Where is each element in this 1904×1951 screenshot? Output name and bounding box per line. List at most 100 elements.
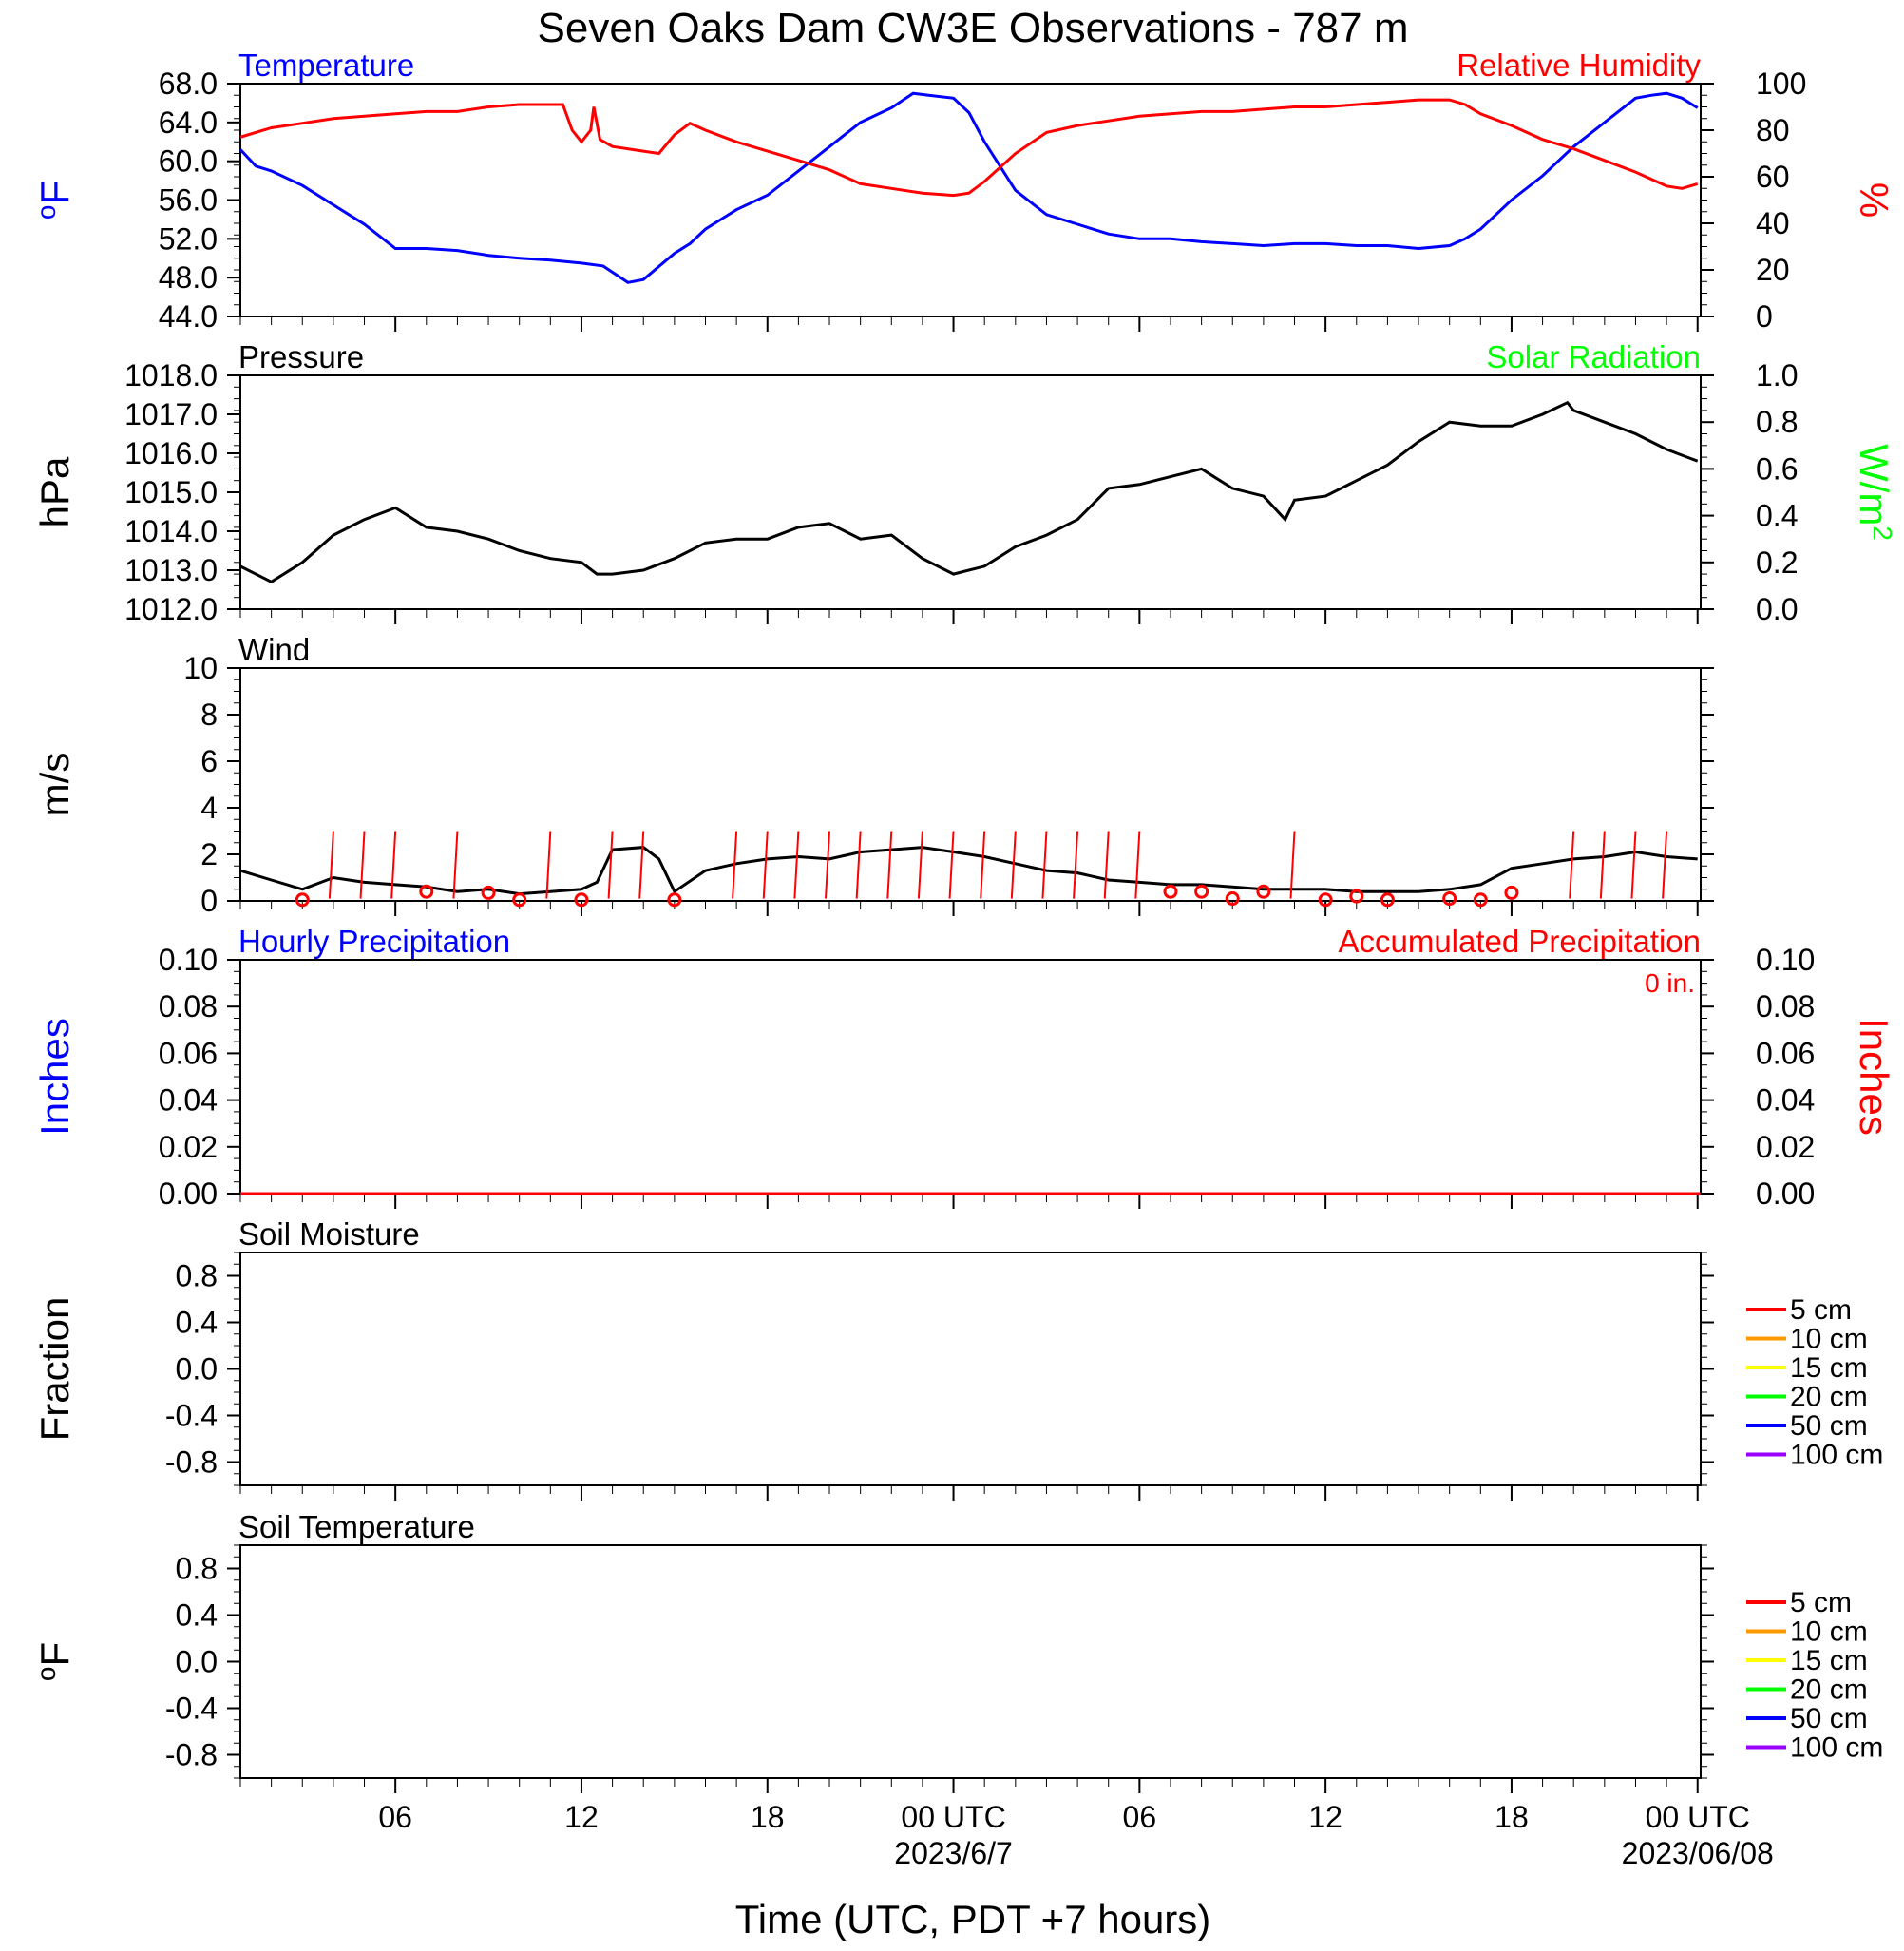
y-axis-title-left: oF (31, 181, 77, 220)
calm-wind-circle (419, 884, 434, 899)
wind-barb (452, 831, 459, 899)
legend-label: 5 cm (1790, 1587, 1852, 1618)
y-right-tick-label: 0.10 (1756, 943, 1815, 977)
x-date-label: 2023/06/08 (1622, 1836, 1774, 1870)
y-right-tick-label: 0 (1756, 299, 1773, 334)
y-tick-label: 1015.0 (124, 475, 218, 509)
legend-label: 10 cm (1790, 1324, 1868, 1355)
panel-right-label: Solar Radiation (1486, 339, 1701, 374)
plot-frame (239, 374, 1702, 610)
y-tick-label: 60.0 (159, 144, 218, 179)
y-right-tick-label: 80 (1756, 113, 1790, 147)
y-tick-label: 2 (200, 837, 218, 871)
wind-barb (607, 831, 614, 899)
wind-barb (917, 831, 923, 899)
plot-frame (239, 959, 1702, 1195)
y-right-tick-label: 0.8 (1756, 405, 1798, 439)
x-axis-title: Time (UTC, PDT +7 hours) (735, 1897, 1211, 1941)
wind-barb (1662, 831, 1668, 899)
wind-barb (1599, 831, 1606, 899)
panel-wind: 10 8 6 4 2 0 Wind m/s (32, 632, 1714, 918)
y-tick-label: 68.0 (159, 67, 218, 101)
x-tick-label: 00 UTC (901, 1800, 1005, 1834)
y-right-tick-label: 20 (1756, 253, 1790, 287)
wind-barb (1569, 831, 1575, 899)
panel-right-label: Accumulated Precipitation (1338, 924, 1701, 959)
y-tick-label: -0.8 (165, 1738, 218, 1772)
y-axis-title-left: Fraction (32, 1297, 77, 1442)
y-tick-label: 1012.0 (124, 592, 218, 626)
panel-left-label: Soil Moisture (238, 1216, 420, 1252)
y-right-tick-label: 0.0 (1756, 592, 1798, 626)
panel-pressure: 1018.0 1017.0 1016.0 1015.0 1014.0 1013.0 1012… (32, 339, 1897, 626)
y-tick-label: 0.4 (176, 1598, 218, 1633)
y-axis-title-right: W/m2 (1852, 444, 1897, 541)
legend-label: 15 cm (1790, 1352, 1868, 1384)
calm-wind-circle (1318, 892, 1333, 908)
legend-label: 20 cm (1790, 1674, 1868, 1706)
plot-frame (239, 1252, 1702, 1486)
wind-barb (732, 831, 738, 899)
y-tick-label: -0.8 (165, 1445, 218, 1480)
y-right-tick-label: 0.00 (1756, 1176, 1815, 1211)
wind-barb (359, 831, 366, 899)
wind-barb (980, 831, 986, 899)
figure-title: Seven Oaks Dam CW3E Observations - 787 m (538, 5, 1409, 51)
y-axis-title-left: Inches (32, 1018, 77, 1136)
y-tick-label: 0.0 (176, 1645, 218, 1679)
calm-wind-circle (1256, 884, 1271, 899)
calm-wind-circle (1380, 892, 1395, 908)
x-tick-label: 12 (564, 1800, 599, 1834)
y-tick-label: 4 (200, 791, 218, 825)
wind-barb (390, 831, 397, 899)
calm-wind-circle (1473, 892, 1488, 908)
y-axis-title-left: hPa (32, 456, 77, 527)
y-right-tick-label: 0.6 (1756, 451, 1798, 486)
wind-barb (948, 831, 955, 899)
y-right-tick-label: 100 (1756, 67, 1806, 101)
series-wind (239, 846, 1698, 896)
panel-left-label: Pressure (238, 339, 364, 374)
y-tick-label: 10 (183, 651, 218, 685)
wind-barb (545, 831, 552, 899)
series-temperature (238, 91, 1699, 284)
calm-wind-circle (1225, 891, 1240, 907)
y-axis-title-left: oF (31, 1642, 77, 1681)
y-tick-label: 1013.0 (124, 553, 218, 587)
y-right-tick-label: 60 (1756, 160, 1790, 194)
y-right-tick-label: 40 (1756, 206, 1790, 240)
y-tick-label: 0.8 (176, 1259, 218, 1293)
y-axis-title-right: Inches (1852, 1018, 1896, 1136)
series-pressure (239, 400, 1699, 584)
calm-wind-circle (574, 892, 589, 908)
wind-barb (1010, 831, 1017, 899)
plot-frame (239, 667, 1702, 902)
panel-left-label: Temperature (238, 48, 414, 83)
wind-barb (1630, 831, 1637, 899)
y-tick-label: 6 (200, 744, 218, 778)
y-tick-label: 0.10 (159, 943, 218, 977)
legend-label: 100 cm (1790, 1732, 1883, 1764)
y-tick-label: 0 (200, 884, 218, 918)
wind-barb (855, 831, 862, 899)
panel-precipitation: 0.10 0.08 0.06 0.04 0.02 0.00 0.10 0.08 0.06 0.04… (32, 924, 1896, 1211)
wind-barb (762, 831, 769, 899)
y-right-tick-label: 0.02 (1756, 1130, 1815, 1164)
y-tick-label: -0.4 (165, 1399, 218, 1433)
x-tick-label: 06 (378, 1800, 412, 1834)
panel-left-label: Soil Temperature (238, 1509, 475, 1544)
panel-soil-moisture: 0.8 0.4 0.0 -0.4 -0.8 Soil Moisture Fraction 5 … (32, 1216, 1883, 1501)
panel-left-label: Wind (238, 632, 310, 667)
legend-label: 5 cm (1790, 1294, 1852, 1326)
y-right-tick-label: 0.06 (1756, 1036, 1815, 1070)
y-right-tick-label: 0.2 (1756, 545, 1798, 580)
legend-label: 50 cm (1790, 1410, 1868, 1442)
y-tick-label: 0.02 (159, 1130, 218, 1164)
y-tick-label: 48.0 (159, 260, 218, 295)
y-tick-label: -0.4 (165, 1692, 218, 1726)
y-right-tick-label: 0.04 (1756, 1083, 1815, 1118)
calm-wind-circle (481, 885, 496, 900)
